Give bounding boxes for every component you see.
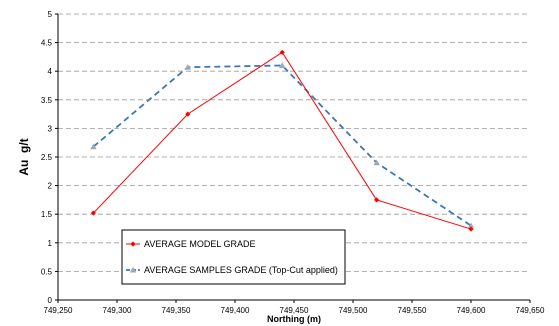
legend-entry: AVERAGE SAMPLES GRADE (Top-Cut applied) bbox=[126, 265, 338, 275]
data-point bbox=[373, 159, 380, 166]
data-point bbox=[468, 226, 474, 232]
x-tick-labels: 749,250 749,300 749,350 749,400 749,450 749,5… bbox=[44, 306, 545, 315]
y-tick-label: 4.5 bbox=[41, 39, 53, 48]
y-tick-label: 1.5 bbox=[41, 210, 53, 219]
y-axis-title: Au g/t bbox=[17, 138, 31, 175]
legend-marker bbox=[129, 266, 137, 273]
legend-label: AVERAGE SAMPLES GRADE (Top-Cut applied) bbox=[144, 265, 338, 275]
y-tick-label: 3 bbox=[48, 124, 53, 133]
y-tick-label: 0.5 bbox=[41, 267, 53, 276]
y-tick-label: 5 bbox=[48, 10, 53, 19]
legend-items: AVERAGE MODEL GRADE AVERAGE SAMPLES GRADE… bbox=[126, 239, 338, 275]
x-tick-label: 749,600 bbox=[457, 306, 486, 315]
legend-label: AVERAGE MODEL GRADE bbox=[144, 239, 256, 249]
y-tick-label: 0 bbox=[48, 296, 53, 305]
y-tick-label: 4 bbox=[48, 67, 53, 76]
y-tick-label: 2 bbox=[48, 182, 53, 191]
x-tick-label: 749,450 bbox=[280, 306, 309, 315]
y-tick-label: 1 bbox=[48, 239, 53, 248]
series-samples-grade bbox=[90, 62, 475, 229]
y-tick-labels: 0 0.5 1 1.5 2 2.5 3 3.5 4 4.5 5 bbox=[41, 10, 53, 305]
data-point bbox=[184, 63, 191, 70]
x-tick-label: 749,500 bbox=[339, 306, 368, 315]
legend: AVERAGE MODEL GRADE AVERAGE SAMPLES GRADE… bbox=[121, 229, 346, 285]
x-axis-title: Northing (m) bbox=[267, 314, 321, 324]
x-tick-label: 749,250 bbox=[44, 306, 73, 315]
data-point bbox=[90, 143, 97, 150]
data-point bbox=[279, 62, 286, 69]
x-tick-label: 749,400 bbox=[221, 306, 250, 315]
x-tick-label: 749,650 bbox=[516, 306, 545, 315]
y-tick-label: 3.5 bbox=[41, 96, 53, 105]
legend-entry: AVERAGE MODEL GRADE bbox=[126, 239, 256, 249]
series-model-grade bbox=[90, 49, 474, 232]
data-point bbox=[185, 111, 191, 117]
legend-box bbox=[121, 229, 346, 285]
data-point bbox=[279, 49, 285, 55]
y-tick-label: 2.5 bbox=[41, 153, 53, 162]
data-point bbox=[467, 222, 475, 229]
series-line bbox=[92, 64, 472, 227]
axes bbox=[55, 13, 531, 303]
x-tick-label: 749,350 bbox=[162, 306, 191, 315]
x-tick-label: 749,550 bbox=[398, 306, 427, 315]
legend-marker bbox=[130, 241, 136, 247]
data-point bbox=[374, 197, 380, 203]
data-point bbox=[90, 210, 96, 216]
x-tick-label: 749,300 bbox=[103, 306, 132, 315]
series bbox=[90, 49, 475, 232]
